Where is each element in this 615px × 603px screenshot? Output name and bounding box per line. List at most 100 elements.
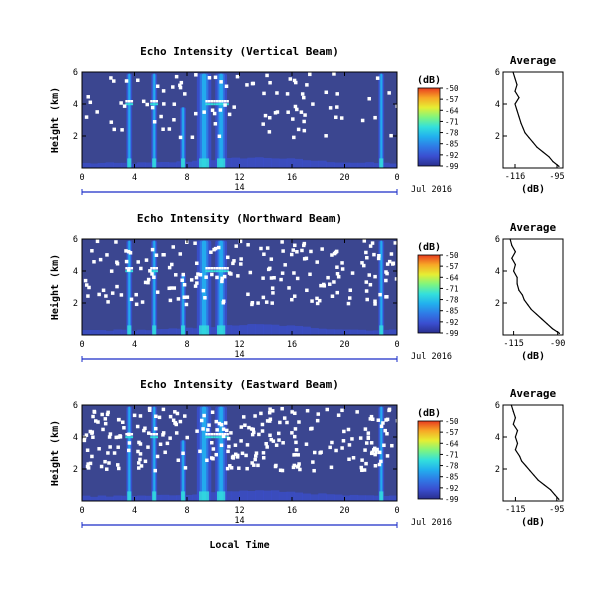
missing-cell	[147, 408, 152, 412]
missing-cell	[88, 100, 93, 105]
missing-cell	[223, 103, 227, 107]
echo-column	[153, 240, 156, 335]
missing-cell	[138, 452, 143, 456]
bright-band-cell	[125, 433, 128, 436]
surface-echo-layer	[82, 490, 398, 501]
missing-cell	[304, 442, 309, 446]
bright-band-cell	[150, 267, 153, 270]
profile-point	[514, 436, 517, 438]
missing-cell	[90, 454, 94, 459]
profile-title: Average	[510, 387, 557, 400]
missing-cell	[86, 294, 90, 298]
missing-cell	[215, 428, 219, 432]
profile-point	[511, 244, 513, 246]
missing-cell	[292, 463, 297, 468]
missing-cell	[336, 275, 341, 279]
missing-cell	[227, 444, 231, 449]
bright-band-cell	[152, 103, 156, 106]
bright-band-cell	[213, 433, 216, 436]
missing-cell	[239, 262, 243, 266]
missing-cell	[127, 268, 131, 272]
missing-cell	[261, 295, 266, 300]
missing-cell	[189, 278, 194, 282]
heatmap-title: Echo Intensity (Vertical Beam)	[140, 45, 339, 58]
missing-cell	[239, 425, 244, 429]
missing-cell	[373, 302, 377, 306]
profile-point	[558, 332, 561, 334]
y-tick-label: 6	[73, 68, 78, 78]
missing-cell	[262, 252, 266, 256]
missing-cell	[295, 250, 299, 254]
bright-band-cell	[155, 100, 158, 103]
missing-cell	[268, 433, 272, 438]
missing-cell	[83, 278, 88, 283]
missing-cell	[245, 83, 249, 87]
missing-cell	[226, 436, 231, 441]
missing-cell	[202, 413, 206, 418]
missing-cell	[367, 96, 371, 101]
missing-cell	[271, 439, 276, 443]
echo-cell	[239, 158, 248, 168]
missing-cell	[134, 292, 138, 297]
profile-point	[518, 289, 520, 291]
profile-point	[512, 270, 515, 272]
missing-cell	[309, 249, 313, 254]
missing-cell	[82, 438, 87, 443]
echo-cell	[381, 496, 390, 501]
echo-cell	[271, 324, 280, 335]
colorbar	[417, 87, 441, 167]
missing-cell	[126, 249, 131, 254]
profile-y-tick-label: 2	[495, 299, 500, 309]
missing-cell	[375, 447, 379, 452]
missing-cell	[324, 134, 328, 138]
bright-band-cell	[221, 433, 224, 436]
colorbar-tick-label: -50	[445, 417, 459, 426]
echo-cell	[357, 329, 366, 335]
missing-cell	[384, 295, 388, 299]
bright-band-cell	[213, 270, 216, 273]
missing-cell	[138, 457, 142, 462]
missing-cell	[210, 441, 214, 445]
profile-point	[512, 410, 514, 412]
missing-cell	[282, 416, 287, 420]
x-tick-label: 20	[339, 340, 349, 350]
echo-cell	[113, 329, 122, 335]
echo-cell	[318, 160, 327, 168]
missing-cell	[262, 91, 266, 96]
missing-cell	[268, 80, 272, 85]
echo-column	[219, 406, 223, 501]
missing-cell	[268, 115, 272, 120]
missing-cell	[152, 120, 157, 124]
bright-band-cell	[127, 103, 131, 106]
missing-cell	[93, 419, 98, 423]
missing-cell	[373, 464, 378, 468]
missing-cell	[171, 85, 175, 89]
missing-cell	[229, 466, 234, 470]
profile-point	[527, 304, 529, 306]
missing-cell	[287, 286, 291, 290]
missing-cell	[286, 110, 290, 114]
echo-cell	[239, 325, 248, 335]
profile-x-label: (dB)	[521, 184, 545, 195]
missing-cell	[233, 443, 238, 447]
missing-cell	[366, 431, 371, 435]
missing-cell	[305, 408, 310, 413]
profile-point	[558, 498, 560, 500]
missing-cell	[225, 466, 230, 471]
missing-cell	[105, 253, 109, 257]
missing-cell	[235, 455, 240, 459]
missing-cell	[268, 266, 272, 271]
missing-cell	[272, 276, 276, 280]
missing-cell	[193, 111, 198, 116]
missing-cell	[109, 269, 114, 273]
echo-cell	[105, 162, 114, 168]
missing-cell	[226, 449, 230, 454]
profile-point	[516, 442, 519, 444]
missing-cell	[87, 285, 91, 290]
missing-cell	[167, 265, 172, 270]
missing-cell	[263, 113, 268, 118]
echo-cell	[223, 157, 233, 168]
missing-cell	[316, 412, 321, 416]
missing-cell	[273, 111, 278, 115]
profile-point	[514, 449, 517, 451]
